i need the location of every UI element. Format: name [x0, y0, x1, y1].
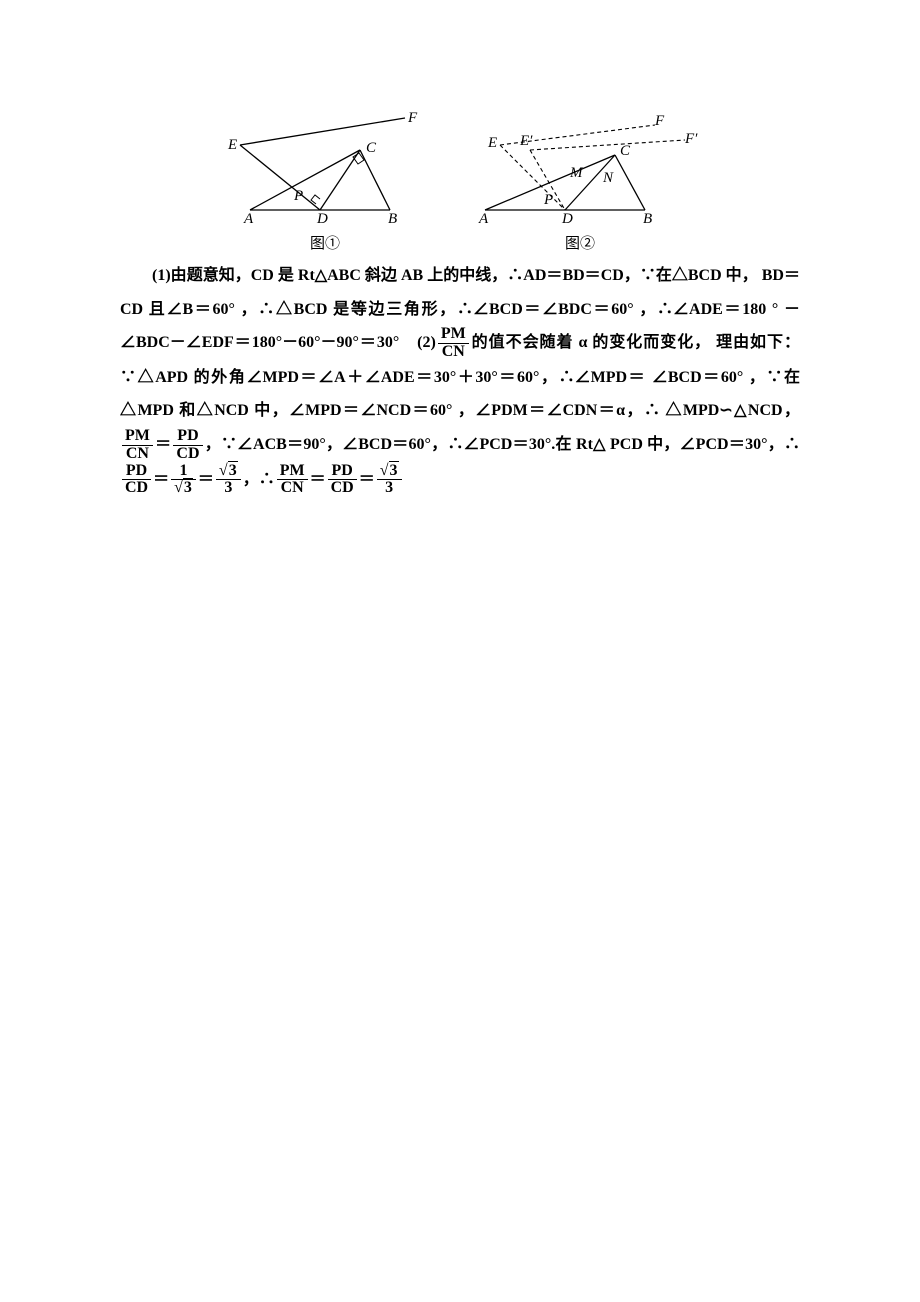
t-eq5: ＝ — [359, 471, 375, 488]
svg-text:C: C — [620, 143, 631, 159]
svg-text:A: A — [243, 211, 254, 225]
frac-root3-3a: 33 — [216, 463, 241, 498]
t-p1a: (1)由题意知，CD 是 Rt△ABC 斜边 AB 上的中线，∴AD＝BD＝CD… — [152, 267, 758, 284]
t-p4d: ，∴ — [243, 471, 275, 488]
page: A B D C P E F 图① — [0, 0, 920, 537]
svg-text:N: N — [602, 170, 614, 186]
figure-1: A B D C P E F 图① — [220, 100, 430, 253]
frac-pd-cd-1: PDCD — [173, 428, 202, 463]
svg-text:E: E — [227, 137, 237, 153]
frac-pm-cn-2: PMCN — [122, 428, 153, 463]
svg-text:F: F — [407, 110, 418, 126]
solution-text: (1)由题意知，CD 是 Rt△ABC 斜边 AB 上的中线，∴AD＝BD＝CD… — [120, 259, 800, 497]
svg-text:C: C — [366, 140, 377, 156]
svg-text:E: E — [487, 135, 497, 151]
figure-2-label: 图② — [460, 232, 700, 253]
frac-pd-cd-3: PDCD — [328, 463, 357, 498]
svg-text:P: P — [543, 192, 553, 208]
t-eq3: ＝ — [198, 471, 214, 488]
figure-1-label: 图① — [220, 232, 430, 253]
figures-row: A B D C P E F 图① — [120, 100, 800, 253]
sqrt-3a: 3 — [174, 480, 193, 497]
t-eq4: ＝ — [310, 471, 326, 488]
t-p4a: PCD 中，∠PCD＝30°，∴ — [610, 436, 800, 453]
svg-text:B: B — [643, 211, 652, 225]
svg-text:P: P — [293, 188, 303, 204]
frac-pm-cn-1: PMCN — [438, 326, 469, 361]
svg-text:F′: F′ — [684, 131, 698, 147]
svg-text:D: D — [316, 211, 328, 225]
t-eq1: ＝ — [155, 436, 172, 453]
sqrt-3c: 3 — [380, 463, 399, 480]
sqrt-3b: 3 — [219, 463, 238, 480]
t-p3c: ，∵∠ACB＝90°，∠BCD＝60°，∴∠PCD＝30°.在 Rt△ — [205, 436, 606, 453]
t-p3a: △MPD∽△NCD， — [665, 402, 800, 419]
svg-text:M: M — [569, 165, 584, 181]
t-p1d: 的值不会随着 α 的变化而变化， — [471, 334, 711, 351]
svg-text:E′: E′ — [519, 133, 533, 149]
svg-text:B: B — [388, 211, 397, 225]
t-eq2: ＝ — [153, 471, 169, 488]
svg-text:D: D — [561, 211, 573, 225]
figure-2-svg: A B D C P E F E′ F′ M N — [460, 100, 700, 225]
svg-text:A: A — [478, 211, 489, 225]
frac-root3-3b: 33 — [377, 463, 402, 498]
figure-1-svg: A B D C P E F — [220, 100, 430, 225]
svg-text:F: F — [654, 113, 665, 129]
frac-pd-cd-2: PDCD — [122, 463, 151, 498]
figure-2: A B D C P E F E′ F′ M N 图② — [460, 100, 700, 253]
frac-pm-cn-3: PMCN — [277, 463, 308, 498]
frac-1-root3: 13 — [171, 463, 196, 498]
